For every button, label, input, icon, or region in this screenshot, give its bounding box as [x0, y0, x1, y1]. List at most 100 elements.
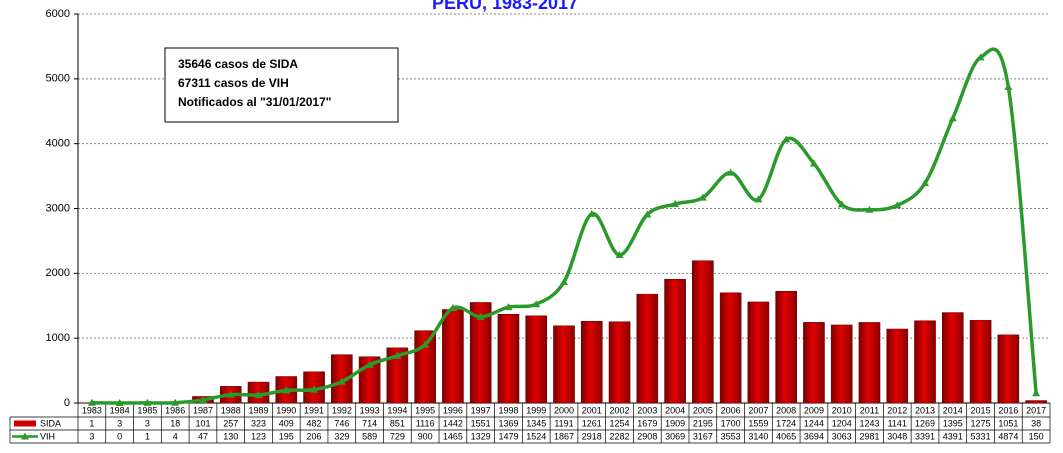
- legend-marker: [21, 432, 29, 440]
- bar: [830, 324, 853, 404]
- table-value: 4065: [776, 431, 796, 441]
- annotation: Notificados al "31/01/2017": [178, 95, 331, 109]
- marker: [1032, 389, 1041, 397]
- marker: [393, 351, 402, 359]
- x-tick-label: 1994: [387, 405, 407, 415]
- x-tick-label: 1989: [248, 405, 268, 415]
- table-value: 851: [390, 418, 405, 428]
- marker: [948, 114, 957, 122]
- marker: [587, 209, 596, 217]
- table-value: 1345: [526, 418, 546, 428]
- x-tick-label: 1990: [276, 405, 296, 415]
- y-tick-label: 3000: [46, 202, 70, 214]
- table-value: 1724: [776, 418, 796, 428]
- x-tick-label: 1985: [137, 405, 157, 415]
- table-value: 1254: [610, 418, 630, 428]
- table-value: 130: [223, 431, 238, 441]
- table-value: 3: [117, 418, 122, 428]
- table-value: 3553: [721, 431, 741, 441]
- bar: [525, 315, 548, 404]
- marker: [143, 398, 152, 406]
- bar: [386, 347, 409, 404]
- x-tick-label: 2008: [776, 405, 796, 415]
- table-value: 729: [390, 431, 405, 441]
- x-tick-label: 2001: [582, 405, 602, 415]
- bar: [803, 322, 825, 404]
- table-value: 1524: [526, 431, 546, 441]
- x-tick-label: 2012: [887, 405, 907, 415]
- x-tick-label: 1995: [415, 405, 435, 415]
- bar: [580, 320, 603, 404]
- table-value: 5331: [971, 431, 991, 441]
- table-value: 1551: [471, 418, 491, 428]
- marker: [254, 391, 263, 399]
- marker: [615, 251, 624, 259]
- x-tick-label: 2004: [665, 405, 685, 415]
- table-value: 3069: [665, 431, 685, 441]
- x-tick-label: 2006: [721, 405, 741, 415]
- table-value: 2981: [859, 431, 879, 441]
- bar: [664, 278, 686, 404]
- table-value: 1442: [443, 418, 463, 428]
- marker: [643, 210, 652, 218]
- y-tick-label: 5000: [46, 73, 70, 85]
- table-value: 1700: [721, 418, 741, 428]
- x-tick-label: 1986: [165, 405, 185, 415]
- annotation-box: [164, 47, 399, 123]
- marker: [226, 390, 235, 398]
- x-tick-label: 2002: [610, 405, 630, 415]
- table-value: 1261: [582, 418, 602, 428]
- y-tick-label: 4000: [46, 138, 70, 150]
- marker: [282, 386, 291, 394]
- marker: [1004, 83, 1013, 91]
- table-value: 3063: [832, 431, 852, 441]
- table-value: 1269: [915, 418, 935, 428]
- table-value: 1116: [416, 418, 435, 428]
- table-value: 195: [279, 431, 294, 441]
- x-tick-label: 1983: [82, 405, 102, 415]
- table-value: 1244: [804, 418, 824, 428]
- x-tick-label: 2017: [1026, 405, 1046, 415]
- marker: [921, 179, 930, 187]
- bar: [442, 309, 464, 404]
- table-value: 1: [89, 418, 94, 428]
- table-value: 101: [195, 418, 210, 428]
- table-value: 1: [145, 431, 150, 441]
- table-value: 1369: [498, 418, 518, 428]
- legend-label: VIH: [40, 431, 55, 441]
- marker: [754, 195, 763, 203]
- table-value: 4874: [998, 431, 1018, 441]
- y-tick-label: 2000: [46, 267, 70, 279]
- bar: [886, 328, 909, 404]
- table-value: 150: [1029, 431, 1044, 441]
- table-value: 4: [173, 431, 178, 441]
- x-tick-label: 1991: [304, 405, 324, 415]
- table-value: 4391: [943, 431, 963, 441]
- marker: [671, 200, 680, 208]
- bar: [969, 320, 992, 404]
- marker: [532, 300, 541, 308]
- x-tick-label: 1993: [360, 405, 380, 415]
- table-value: 2908: [637, 431, 657, 441]
- table-value: 1243: [859, 418, 879, 428]
- table-value: 746: [334, 418, 349, 428]
- marker: [87, 398, 96, 406]
- table-value: 3391: [915, 431, 935, 441]
- chart-title: PERU, 1983-2017: [432, 0, 578, 13]
- marker: [782, 135, 791, 143]
- table-value: 3167: [693, 431, 713, 441]
- table-value: 3140: [748, 431, 768, 441]
- x-tick-label: 1988: [221, 405, 241, 415]
- x-tick-label: 1997: [471, 405, 491, 415]
- x-tick-label: 2003: [637, 405, 657, 415]
- table-value: 1559: [748, 418, 768, 428]
- table-value: 409: [279, 418, 294, 428]
- table-value: 1204: [832, 418, 852, 428]
- table-value: 2282: [610, 431, 630, 441]
- x-tick-label: 1996: [443, 405, 463, 415]
- table-value: 1051: [998, 418, 1018, 428]
- bar: [497, 313, 520, 404]
- table-value: 482: [307, 418, 322, 428]
- table-value: 329: [334, 431, 349, 441]
- table-value: 323: [251, 418, 266, 428]
